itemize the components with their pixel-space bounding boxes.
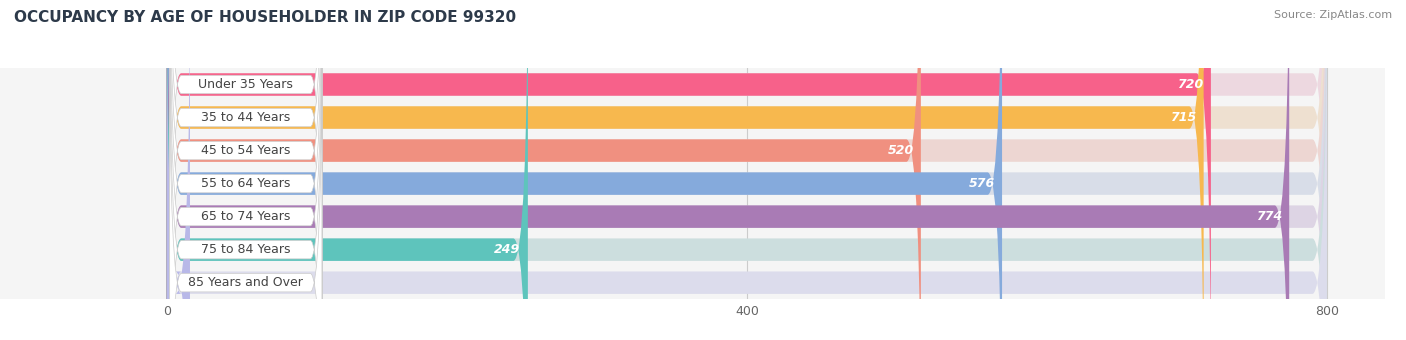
FancyBboxPatch shape	[167, 0, 1327, 340]
Text: 45 to 54 Years: 45 to 54 Years	[201, 144, 291, 157]
Text: 249: 249	[495, 243, 520, 256]
FancyBboxPatch shape	[170, 0, 322, 340]
FancyBboxPatch shape	[167, 0, 921, 340]
Text: 65 to 74 Years: 65 to 74 Years	[201, 210, 291, 223]
Text: 35 to 44 Years: 35 to 44 Years	[201, 111, 291, 124]
FancyBboxPatch shape	[170, 0, 322, 340]
Text: 576: 576	[969, 177, 995, 190]
FancyBboxPatch shape	[167, 0, 190, 340]
FancyBboxPatch shape	[170, 0, 322, 340]
Text: 55 to 64 Years: 55 to 64 Years	[201, 177, 291, 190]
FancyBboxPatch shape	[167, 0, 527, 340]
Text: 520: 520	[887, 144, 914, 157]
Text: Source: ZipAtlas.com: Source: ZipAtlas.com	[1274, 10, 1392, 20]
Text: 720: 720	[1177, 78, 1204, 91]
Text: OCCUPANCY BY AGE OF HOUSEHOLDER IN ZIP CODE 99320: OCCUPANCY BY AGE OF HOUSEHOLDER IN ZIP C…	[14, 10, 516, 25]
Text: 85 Years and Over: 85 Years and Over	[188, 276, 304, 289]
FancyBboxPatch shape	[170, 0, 322, 340]
FancyBboxPatch shape	[167, 0, 1289, 340]
Text: Under 35 Years: Under 35 Years	[198, 78, 294, 91]
Text: 16: 16	[201, 276, 218, 289]
Text: 715: 715	[1170, 111, 1197, 124]
FancyBboxPatch shape	[170, 0, 322, 340]
FancyBboxPatch shape	[170, 28, 322, 340]
FancyBboxPatch shape	[167, 0, 1327, 340]
FancyBboxPatch shape	[167, 0, 1327, 340]
FancyBboxPatch shape	[167, 0, 1327, 340]
FancyBboxPatch shape	[167, 0, 1327, 340]
Text: 774: 774	[1256, 210, 1282, 223]
Text: 75 to 84 Years: 75 to 84 Years	[201, 243, 291, 256]
FancyBboxPatch shape	[170, 0, 322, 340]
FancyBboxPatch shape	[167, 0, 1327, 340]
FancyBboxPatch shape	[167, 0, 1002, 340]
FancyBboxPatch shape	[167, 0, 1204, 340]
FancyBboxPatch shape	[167, 0, 1211, 340]
FancyBboxPatch shape	[167, 0, 1327, 340]
